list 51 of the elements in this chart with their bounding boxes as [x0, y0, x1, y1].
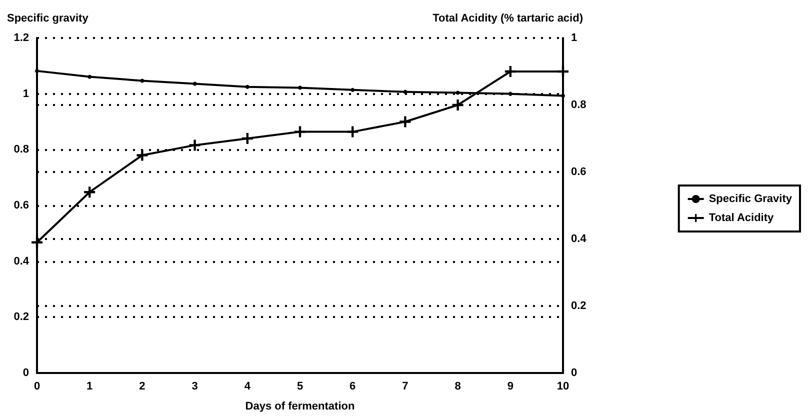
y2-tick-label: 0.8: [571, 99, 586, 111]
y-tick-label: 0.8: [14, 144, 29, 156]
x-tick-label: 1: [86, 380, 93, 392]
point: [189, 140, 200, 151]
point: [35, 68, 39, 73]
y2-tick-label: 1: [571, 32, 578, 44]
point: [403, 90, 408, 94]
y2-tick-label: 0.4: [571, 233, 588, 245]
x-tick-label: 8: [454, 380, 461, 392]
legend-label: Specific Gravity: [708, 193, 793, 205]
legend-label: Total Acidity: [708, 212, 775, 224]
point: [140, 78, 144, 83]
y2-tick-label: 0.2: [571, 300, 586, 312]
y2-tick-label: 0: [571, 367, 578, 379]
x-axis-title: Days of fermentation: [245, 400, 355, 412]
y2-axis-title: Total Acidity (% tartaric acid): [432, 12, 584, 24]
y-tick-label: 0.2: [14, 311, 29, 324]
x-tick-label: 4: [244, 380, 252, 392]
y-tick-label: 1: [22, 88, 29, 100]
y2-tick-label: 0.6: [571, 166, 586, 178]
point: [298, 86, 302, 90]
point: [88, 74, 92, 79]
point: [84, 186, 96, 198]
point: [504, 66, 516, 77]
point: [347, 126, 358, 138]
x-tick-label: 7: [402, 380, 408, 392]
point: [242, 133, 253, 144]
x-tick-label: 5: [296, 380, 304, 392]
point: [192, 82, 197, 86]
x-tick-label: 3: [192, 380, 198, 392]
y-tick-label: 0: [22, 367, 29, 379]
point: [350, 88, 355, 92]
point: [294, 126, 306, 138]
point: [32, 236, 42, 248]
point: [558, 66, 568, 77]
y-tick-label: 1.2: [14, 32, 29, 44]
x-tick-label: 9: [507, 380, 514, 392]
point: [561, 94, 565, 98]
y-tick-label: 0.6: [14, 200, 29, 212]
point: [400, 116, 411, 128]
y-axis-title: Specific gravity: [7, 12, 90, 24]
x-tick-label: 10: [556, 380, 570, 392]
point: [452, 100, 464, 110]
x-tick-label: 0: [34, 380, 40, 392]
x-tick-label: 6: [350, 380, 356, 392]
point: [508, 92, 512, 96]
x-tick-label: 2: [139, 380, 146, 392]
point: [136, 150, 148, 161]
y-tick-label: 0.4: [14, 255, 30, 268]
point: [245, 84, 250, 89]
point: [456, 90, 460, 95]
